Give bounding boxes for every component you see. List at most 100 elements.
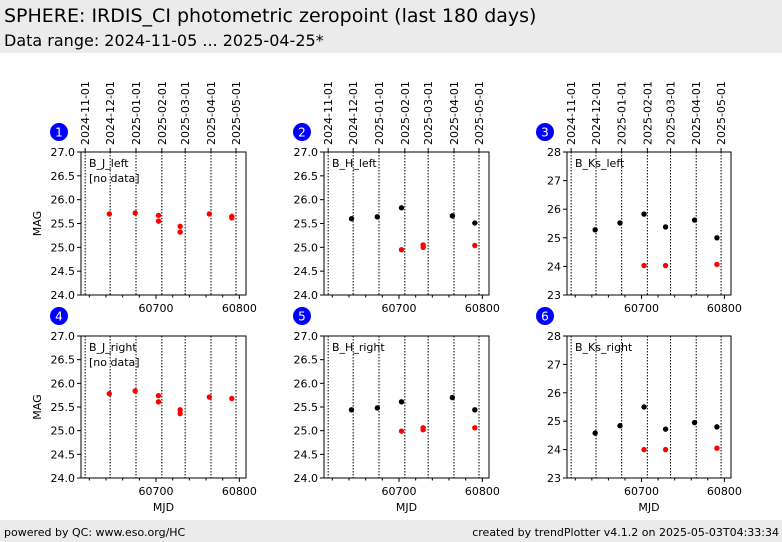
page-title: SPHERE: IRDIS_CI photometric zeropoint (… (4, 5, 537, 27)
data-point-black (617, 220, 623, 226)
date-tick-label: 2025-02-01 (156, 81, 169, 145)
panel-number: 5 (298, 310, 306, 324)
panel-number: 3 (541, 126, 549, 140)
data-point-black (472, 220, 478, 226)
data-point-red (472, 242, 478, 249)
data-point-black (691, 217, 698, 223)
data-point-red (155, 392, 162, 399)
data-point-red (177, 223, 183, 230)
y-tick-label: 28 (547, 330, 561, 343)
date-tick-label: 2025-03-01 (179, 81, 192, 145)
data-point-red (132, 210, 138, 216)
header-band (0, 0, 782, 53)
data-point-red (714, 445, 720, 451)
data-point-red (177, 407, 183, 413)
plot-frame (566, 151, 732, 296)
chart-panel-3: 23 24 25 26 27 28 60700 60800 2024-11-01 2024-12-… (536, 81, 742, 315)
panel-number-badge (536, 123, 554, 141)
data-point-black (449, 394, 456, 401)
date-tick-label: 2025-04-01 (690, 81, 703, 145)
data-point-black (617, 423, 623, 429)
y-tick-label: 26.5 (294, 170, 319, 183)
x-axis-label: MJD (638, 501, 659, 514)
data-point-red (177, 410, 183, 417)
y-tick-label: 26.0 (294, 377, 319, 390)
panel-number-badge (50, 123, 68, 141)
date-tick-label: 2025-01-01 (616, 81, 629, 145)
y-tick-label: 24.0 (51, 289, 76, 302)
y-tick-label: 25.0 (294, 241, 319, 254)
y-tick-label: 23 (547, 472, 561, 485)
y-tick-label: 25.0 (294, 425, 319, 438)
data-point-black (449, 213, 456, 219)
y-tick-label: 24.5 (294, 448, 319, 461)
data-point-red (420, 427, 426, 433)
y-tick-label: 25.5 (294, 401, 319, 414)
y-tick-label: 23 (547, 289, 561, 302)
panel-number-badge (293, 123, 311, 141)
data-point-black (348, 407, 355, 413)
data-range-subtitle: Data range: 2024-11-05 ... 2025-04-25* (4, 31, 324, 50)
y-axis-label: MAG (31, 394, 44, 419)
date-tick-label: 2025-03-01 (665, 81, 678, 145)
y-tick-label: 27.0 (294, 330, 319, 343)
y-tick-label: 24.0 (51, 472, 76, 485)
y-tick-label: 25.0 (51, 241, 76, 254)
panel-number-badge (293, 307, 311, 325)
y-tick-label: 25 (547, 415, 561, 428)
date-tick-label: 2024-12-01 (104, 81, 117, 145)
y-tick-label: 27.0 (294, 146, 319, 159)
y-tick-label: 25.5 (51, 218, 76, 231)
panel-number-badge (50, 307, 68, 325)
y-tick-label: 28 (547, 146, 561, 159)
panel-label: B_Ks_right (575, 341, 633, 354)
data-point-red (106, 211, 113, 217)
data-point-red (398, 247, 405, 253)
data-point-black (662, 426, 669, 432)
date-tick-label: 2024-11-01 (322, 81, 335, 145)
y-tick-label: 24 (547, 260, 561, 273)
data-point-black (592, 227, 598, 233)
panel-label: B_Ks_left (575, 157, 625, 170)
x-axis-label: MJD (396, 501, 417, 514)
y-tick-label: 27.0 (51, 330, 76, 343)
data-point-red (641, 446, 647, 453)
data-point-black (641, 404, 647, 410)
x-tick-label: 60700 (624, 302, 659, 315)
data-point-black (641, 211, 647, 217)
y-tick-label: 26.0 (51, 377, 76, 390)
panel-number: 2 (298, 126, 306, 140)
x-tick-label: 60700 (382, 485, 417, 498)
x-tick-label: 60800 (465, 302, 500, 315)
plot-frame (566, 335, 732, 479)
date-tick-label: 2024-12-01 (347, 81, 360, 145)
data-point-red (229, 395, 235, 402)
data-point-red (714, 261, 720, 268)
y-tick-label: 26.5 (51, 354, 76, 367)
data-point-black (398, 205, 405, 211)
date-tick-label: 2025-03-01 (422, 81, 435, 145)
x-tick-label: 60800 (222, 302, 257, 315)
y-tick-label: 26.5 (294, 354, 319, 367)
chart-panel-2: 24.0 24.5 25.0 25.5 26.0 26.5 27.0 60700 60800 20… (293, 81, 500, 315)
date-tick-label: 2025-02-01 (641, 81, 654, 145)
panel-number: 1 (55, 126, 63, 140)
data-point-black (714, 424, 720, 430)
y-tick-label: 25.5 (51, 401, 76, 414)
chart-panel-1: 24.0 24.5 25.0 25.5 26.0 26.5 27.0 60700 60800 20… (31, 81, 257, 315)
chart-panel-6: 23 24 25 26 27 28 60700 60800 B_Ks_right 6 MJD (536, 307, 742, 514)
y-tick-label: 25.5 (294, 218, 319, 231)
panel-label: B_H_left (332, 157, 377, 170)
x-tick-label: 60800 (707, 302, 742, 315)
x-tick-label: 60700 (382, 302, 417, 315)
data-point-red (662, 446, 669, 453)
data-point-red (155, 212, 162, 219)
data-point-red (420, 244, 426, 251)
data-point-red (132, 388, 138, 394)
data-point-red (206, 394, 213, 400)
x-tick-label: 60800 (222, 485, 257, 498)
data-point-black (592, 430, 598, 436)
data-point-black (374, 405, 381, 411)
x-tick-label: 60700 (624, 485, 659, 498)
